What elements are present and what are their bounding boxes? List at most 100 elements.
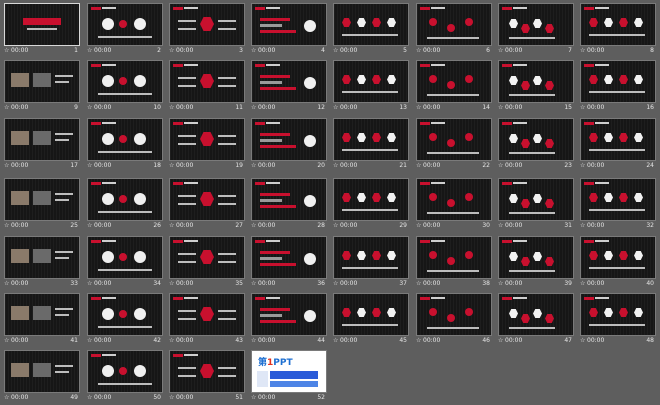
slide-preview[interactable]: [416, 293, 492, 336]
slide-preview[interactable]: [333, 3, 409, 46]
slide-thumbnail-38[interactable]: ☆ 00:00 38: [416, 236, 492, 288]
slide-preview[interactable]: [87, 350, 163, 393]
star-icon[interactable]: ☆: [87, 337, 93, 344]
slide-thumbnail-23[interactable]: ☆ 00:00 23: [498, 118, 574, 170]
slide-thumbnail-50[interactable]: ☆ 00:00 50: [87, 350, 163, 402]
slide-preview[interactable]: [498, 293, 574, 336]
slide-preview[interactable]: [251, 236, 327, 279]
slide-thumbnail-4[interactable]: ☆ 00:00 4: [251, 3, 327, 55]
slide-preview[interactable]: [4, 118, 80, 161]
slide-preview[interactable]: [4, 60, 80, 103]
star-icon[interactable]: ☆: [416, 104, 422, 111]
slide-thumbnail-13[interactable]: ☆ 00:00 13: [333, 60, 409, 112]
slide-preview[interactable]: [580, 293, 656, 336]
slide-thumbnail-37[interactable]: ☆ 00:00 37: [333, 236, 409, 288]
star-icon[interactable]: ☆: [416, 222, 422, 229]
slide-thumbnail-29[interactable]: ☆ 00:00 29: [333, 178, 409, 230]
slide-preview[interactable]: [580, 236, 656, 279]
slide-thumbnail-33[interactable]: ☆ 00:00 33: [4, 236, 80, 288]
star-icon[interactable]: ☆: [416, 280, 422, 287]
star-icon[interactable]: ☆: [4, 280, 10, 287]
star-icon[interactable]: ☆: [251, 104, 257, 111]
slide-preview[interactable]: [169, 3, 245, 46]
slide-thumbnail-27[interactable]: ☆ 00:00 27: [169, 178, 245, 230]
slide-thumbnail-52[interactable]: 第1PPT ☆ 00:00 52: [251, 350, 327, 402]
star-icon[interactable]: ☆: [416, 337, 422, 344]
star-icon[interactable]: ☆: [87, 162, 93, 169]
slide-preview[interactable]: [169, 118, 245, 161]
star-icon[interactable]: ☆: [333, 47, 339, 54]
slide-preview[interactable]: [580, 118, 656, 161]
slide-preview[interactable]: [4, 293, 80, 336]
star-icon[interactable]: ☆: [169, 337, 175, 344]
slide-thumbnail-32[interactable]: ☆ 00:00 32: [580, 178, 656, 230]
star-icon[interactable]: ☆: [580, 162, 586, 169]
slide-thumbnail-16[interactable]: ☆ 00:00 16: [580, 60, 656, 112]
slide-preview[interactable]: [416, 60, 492, 103]
slide-preview[interactable]: [87, 293, 163, 336]
star-icon[interactable]: ☆: [4, 394, 10, 401]
slide-preview[interactable]: [416, 236, 492, 279]
slide-thumbnail-25[interactable]: ☆ 00:00 25: [4, 178, 80, 230]
slide-thumbnail-45[interactable]: ☆ 00:00 45: [333, 293, 409, 345]
slide-thumbnail-20[interactable]: ☆ 00:00 20: [251, 118, 327, 170]
slide-preview[interactable]: [87, 3, 163, 46]
star-icon[interactable]: ☆: [169, 162, 175, 169]
star-icon[interactable]: ☆: [580, 280, 586, 287]
slide-thumbnail-11[interactable]: ☆ 00:00 11: [169, 60, 245, 112]
slide-preview[interactable]: [333, 60, 409, 103]
star-icon[interactable]: ☆: [169, 280, 175, 287]
slide-preview[interactable]: [87, 60, 163, 103]
slide-preview[interactable]: [498, 3, 574, 46]
slide-preview[interactable]: [498, 118, 574, 161]
slide-thumbnail-44[interactable]: ☆ 00:00 44: [251, 293, 327, 345]
star-icon[interactable]: ☆: [4, 162, 10, 169]
slide-thumbnail-15[interactable]: ☆ 00:00 15: [498, 60, 574, 112]
star-icon[interactable]: ☆: [87, 104, 93, 111]
slide-thumbnail-1[interactable]: ☆ 00:00 1: [4, 3, 80, 55]
slide-preview[interactable]: [4, 350, 80, 393]
slide-thumbnail-39[interactable]: ☆ 00:00 39: [498, 236, 574, 288]
slide-preview[interactable]: [87, 236, 163, 279]
slide-thumbnail-7[interactable]: ☆ 00:00 7: [498, 3, 574, 55]
star-icon[interactable]: ☆: [87, 222, 93, 229]
slide-preview[interactable]: [169, 350, 245, 393]
slide-thumbnail-10[interactable]: ☆ 00:00 10: [87, 60, 163, 112]
slide-preview[interactable]: [580, 178, 656, 221]
slide-thumbnail-5[interactable]: ☆ 00:00 5: [333, 3, 409, 55]
slide-thumbnail-47[interactable]: ☆ 00:00 47: [498, 293, 574, 345]
star-icon[interactable]: ☆: [251, 394, 257, 401]
star-icon[interactable]: ☆: [169, 222, 175, 229]
slide-thumbnail-41[interactable]: ☆ 00:00 41: [4, 293, 80, 345]
slide-preview[interactable]: [4, 3, 80, 46]
slide-preview[interactable]: [169, 293, 245, 336]
slide-preview[interactable]: [498, 178, 574, 221]
slide-thumbnail-14[interactable]: ☆ 00:00 14: [416, 60, 492, 112]
slide-preview[interactable]: [169, 236, 245, 279]
slide-preview[interactable]: [169, 60, 245, 103]
slide-preview[interactable]: [251, 293, 327, 336]
slide-thumbnail-8[interactable]: ☆ 00:00 8: [580, 3, 656, 55]
star-icon[interactable]: ☆: [4, 337, 10, 344]
slide-thumbnail-6[interactable]: ☆ 00:00 6: [416, 3, 492, 55]
star-icon[interactable]: ☆: [4, 47, 10, 54]
star-icon[interactable]: ☆: [333, 280, 339, 287]
star-icon[interactable]: ☆: [4, 104, 10, 111]
slide-thumbnail-3[interactable]: ☆ 00:00 3: [169, 3, 245, 55]
star-icon[interactable]: ☆: [580, 104, 586, 111]
slide-thumbnail-40[interactable]: ☆ 00:00 40: [580, 236, 656, 288]
slide-preview[interactable]: [4, 178, 80, 221]
star-icon[interactable]: ☆: [580, 222, 586, 229]
slide-thumbnail-31[interactable]: ☆ 00:00 31: [498, 178, 574, 230]
star-icon[interactable]: ☆: [416, 162, 422, 169]
slide-preview[interactable]: 第1PPT: [251, 350, 327, 393]
slide-preview[interactable]: [4, 236, 80, 279]
star-icon[interactable]: ☆: [251, 280, 257, 287]
star-icon[interactable]: ☆: [333, 162, 339, 169]
star-icon[interactable]: ☆: [251, 47, 257, 54]
slide-preview[interactable]: [251, 118, 327, 161]
slide-preview[interactable]: [251, 178, 327, 221]
slide-preview[interactable]: [498, 236, 574, 279]
star-icon[interactable]: ☆: [498, 47, 504, 54]
star-icon[interactable]: ☆: [87, 47, 93, 54]
